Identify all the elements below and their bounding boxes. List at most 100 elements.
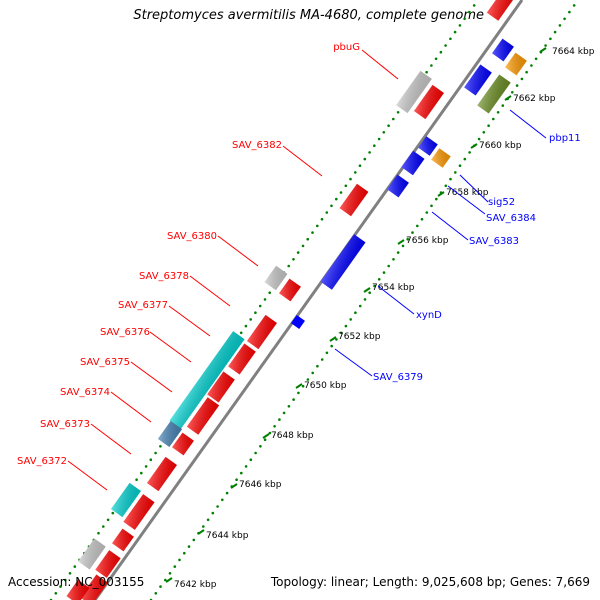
guide-dot <box>515 84 519 87</box>
guide-dot <box>406 237 410 241</box>
gene-feature[interactable] <box>147 456 177 492</box>
gene-label[interactable]: SAV_6378 <box>139 271 189 282</box>
scale-tick <box>295 383 303 389</box>
guide-dot <box>316 224 319 228</box>
gene-label[interactable]: pbuG <box>333 42 360 53</box>
gene-label[interactable]: SAV_6376 <box>100 327 150 338</box>
gene-feature[interactable] <box>464 64 492 96</box>
gene-feature[interactable] <box>401 150 425 176</box>
guide-dot <box>263 298 267 301</box>
gene-feature[interactable] <box>157 420 183 448</box>
genome-title: Streptomyces avermitilis MA-4680, comple… <box>133 8 484 23</box>
guide-dot <box>249 458 253 462</box>
gene-label[interactable]: SAV_6379 <box>373 372 423 383</box>
guide-dot <box>254 451 257 455</box>
guide-dot <box>320 217 324 221</box>
guide-dot <box>149 458 153 462</box>
gene-feature[interactable] <box>414 84 444 120</box>
topology-info: Topology: linear; Length: 9,025,608 bp; … <box>270 575 590 589</box>
guide-dot <box>206 518 210 522</box>
guide-dot <box>97 531 100 535</box>
gene-feature[interactable] <box>387 174 409 198</box>
guide-dot <box>106 518 110 522</box>
guide-dot <box>482 131 486 134</box>
guide-dot <box>477 137 481 141</box>
gene-feature[interactable] <box>95 550 121 578</box>
gene-feature[interactable] <box>291 315 305 329</box>
gene-label[interactable]: SAV_6383 <box>469 236 519 247</box>
guide-dot <box>287 264 291 268</box>
gene-label[interactable]: SAV_6382 <box>232 140 282 151</box>
guide-dot <box>530 64 533 67</box>
guide-dot <box>173 565 177 568</box>
gene-label[interactable]: SAV_6377 <box>118 300 168 311</box>
gene-feature[interactable] <box>228 343 256 375</box>
scale-tick <box>197 529 205 535</box>
guide-dot <box>330 204 333 208</box>
gene-label[interactable]: SAV_6374 <box>60 387 110 398</box>
guide-dot <box>292 258 295 261</box>
guide-dot <box>249 318 252 321</box>
gene-label[interactable]: pbp11 <box>549 133 581 144</box>
gene-label[interactable]: SAV_6373 <box>40 419 90 430</box>
gene-feature[interactable] <box>111 482 141 518</box>
guide-dot <box>140 471 143 475</box>
guide-dot <box>468 151 471 154</box>
gene-feature[interactable] <box>431 148 451 168</box>
gene-feature[interactable] <box>279 278 301 302</box>
scale-label: 7644 kbp <box>206 531 249 541</box>
scale-tick <box>504 95 512 101</box>
gene-feature[interactable] <box>418 136 438 156</box>
gene-feature[interactable] <box>186 397 220 435</box>
guide-dot <box>525 70 528 74</box>
guide-dot <box>425 70 428 74</box>
guide-dot <box>335 197 338 201</box>
gene-feature[interactable] <box>320 234 366 290</box>
guide-dot <box>420 217 424 221</box>
guide-dot <box>339 331 343 335</box>
scale-label: 7648 kbp <box>271 431 314 441</box>
gene-label[interactable]: SAV_6384 <box>486 213 536 224</box>
gene-feature[interactable] <box>505 52 527 76</box>
gene-feature[interactable] <box>112 528 134 552</box>
gene-feature[interactable] <box>339 183 369 217</box>
gene-feature[interactable] <box>492 38 514 62</box>
guide-dot <box>135 478 138 482</box>
gene-label[interactable]: SAV_6372 <box>17 456 67 467</box>
gene-label[interactable]: sig52 <box>488 197 515 208</box>
guide-dot <box>282 411 286 415</box>
gene-feature[interactable] <box>78 538 106 570</box>
gene-feature[interactable] <box>207 371 235 403</box>
scale-tick <box>165 577 173 583</box>
scale-label: 7652 kbp <box>338 332 381 342</box>
guide-dot <box>268 431 272 435</box>
guide-dot <box>449 37 452 41</box>
scale: 7642 kbp 7644 kbp 7646 kbp 7648 kbp 7650… <box>165 47 595 590</box>
guide-dot <box>240 471 243 475</box>
guide-dot <box>301 244 305 248</box>
gene-feature[interactable] <box>123 494 155 530</box>
guide-dot <box>468 10 471 14</box>
guide-dot <box>487 124 490 127</box>
guide-dot <box>430 64 433 67</box>
gene-feature[interactable] <box>80 574 108 600</box>
gene-feature[interactable] <box>66 579 90 600</box>
gene-feature[interactable] <box>486 0 520 21</box>
gene-label[interactable]: SAV_6380 <box>167 231 217 242</box>
gene-feature[interactable] <box>169 331 245 429</box>
gene-feature[interactable] <box>396 70 432 114</box>
guide-dot <box>416 224 419 228</box>
guide-dot <box>178 558 181 562</box>
gene-feature[interactable] <box>264 265 288 291</box>
gene-label[interactable]: xynD <box>416 310 442 321</box>
guide-dot <box>434 57 438 61</box>
genome-backbone <box>93 0 524 600</box>
scale-tick <box>397 239 405 245</box>
gene-feature[interactable] <box>247 314 277 350</box>
guide-dot <box>382 271 386 274</box>
gene-feature[interactable] <box>477 74 511 114</box>
gene-feature[interactable] <box>172 432 194 456</box>
scale-tick <box>539 47 547 53</box>
gene-label[interactable]: SAV_6375 <box>80 357 130 368</box>
